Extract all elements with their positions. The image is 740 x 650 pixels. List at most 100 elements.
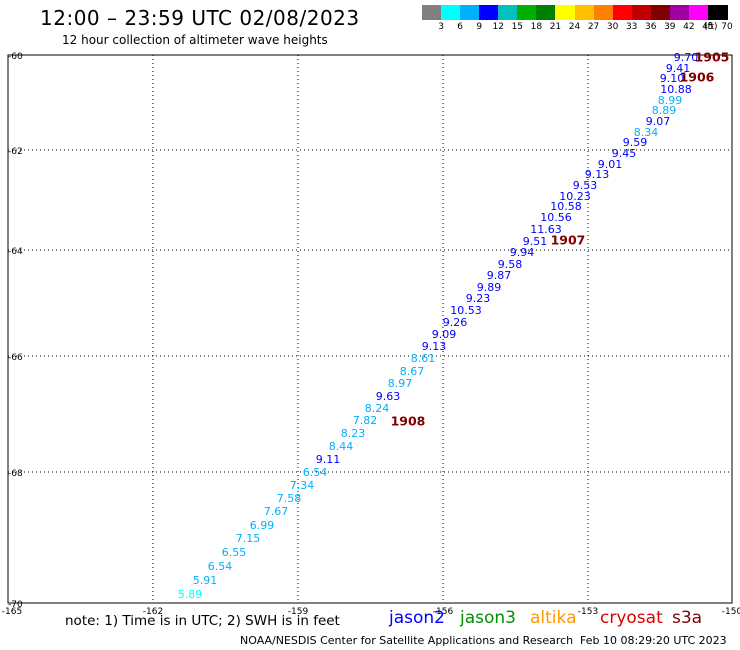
swh-reading: 6.54 <box>208 560 233 573</box>
legend-label: 15 <box>511 22 524 32</box>
swh-reading: 9.23 <box>466 292 491 305</box>
swh-reading: 7.82 <box>353 414 378 427</box>
legend-label: 21 <box>549 22 562 32</box>
swh-reading: 8.44 <box>329 440 354 453</box>
legend-swatch <box>555 5 575 20</box>
legend-label: 24 <box>568 22 581 32</box>
swh-reading: 9.51 <box>523 235 548 248</box>
swh-reading: 9.70 <box>674 51 699 64</box>
swh-reading: 9.13 <box>585 168 610 181</box>
swh-reading: 7.58 <box>277 492 302 505</box>
swh-reading: 8.89 <box>652 104 677 117</box>
lat-tick-label: -68 <box>8 469 23 479</box>
swh-reading: 5.89 <box>178 588 203 601</box>
legend-label: 30 <box>606 22 619 32</box>
legend-label: 9 <box>476 22 483 32</box>
swh-reading: 9.01 <box>598 158 623 171</box>
swh-reading: 9.89 <box>477 281 502 294</box>
swh-reading: 7.67 <box>264 505 289 518</box>
legend-swatch <box>631 5 652 20</box>
legend-swatch <box>650 5 671 20</box>
swh-reading: 8.24 <box>365 402 390 415</box>
swh-reading: 8.67 <box>400 365 425 378</box>
swh-reading: 9.11 <box>316 453 341 466</box>
legend-swatch <box>479 5 499 20</box>
legend-label: 6 <box>457 22 463 32</box>
legend-swatch <box>593 5 614 20</box>
legend-unit: (ft) <box>704 22 718 32</box>
swh-reading: 9.58 <box>498 258 523 271</box>
lon-tick-label: -150 <box>722 607 740 617</box>
legend-swatch <box>669 5 690 20</box>
swh-reading: 9.53 <box>573 179 598 192</box>
lon-tick-label: -165 <box>2 607 22 617</box>
swh-reading: 9.94 <box>510 246 535 259</box>
legend-swatch <box>441 5 461 20</box>
swh-reading: 9.59 <box>623 136 648 149</box>
satellite-name: jason3 <box>460 608 516 628</box>
time-stamp-label: 1908 <box>391 414 426 429</box>
satellite-name: s3a <box>672 608 703 628</box>
credit-line: NOAA/NESDIS Center for Satellite Applica… <box>240 634 574 647</box>
lat-tick-label: -70 <box>8 600 23 610</box>
time-stamp-label: 1907 <box>551 233 586 248</box>
legend-swatch <box>612 5 633 20</box>
legend-swatch <box>422 5 442 20</box>
legend-label: 36 <box>645 22 657 32</box>
swh-reading: 6.55 <box>222 546 247 559</box>
lat-tick-label: -66 <box>8 353 23 363</box>
legend-swatch <box>498 5 518 20</box>
swh-reading: 10.53 <box>450 304 482 317</box>
time-stamp-label: 1905 <box>695 50 730 65</box>
swh-reading: 7.15 <box>236 532 261 545</box>
footer-note: note: 1) Time is in UTC; 2) SWH is in fe… <box>65 613 340 629</box>
swh-reading: 8.97 <box>388 377 413 390</box>
lon-tick-label: -156 <box>433 607 454 617</box>
legend-label: 70 <box>721 22 733 32</box>
generation-timestamp: Feb 10 08:29:20 UTC 2023 <box>580 634 727 647</box>
lat-tick-label: -62 <box>8 147 23 157</box>
swh-reading: 9.13 <box>422 340 447 353</box>
legend-label: 27 <box>587 22 600 32</box>
swh-reading: 9.09 <box>432 328 457 341</box>
lat-tick-label: -60 <box>8 52 23 62</box>
swh-reading: 8.99 <box>658 94 683 107</box>
swh-reading: 10.88 <box>660 83 692 96</box>
swh-reading: 7.34 <box>290 479 315 492</box>
satellite-name: altika <box>530 608 577 628</box>
satellite-name: jason2 <box>389 608 445 628</box>
map-frame <box>7 54 733 604</box>
swh-reading: 9.45 <box>612 147 637 160</box>
swh-reading: 10.58 <box>550 200 582 213</box>
legend-label: 18 <box>530 22 543 32</box>
swh-reading: 9.26 <box>443 316 468 329</box>
swh-reading: 5.91 <box>193 574 218 587</box>
legend-swatch <box>460 5 480 20</box>
legend-label: 33 <box>625 22 638 32</box>
swh-reading: 8.61 <box>411 352 436 365</box>
map-title: 12:00 – 23:59 UTC 02/08/2023 <box>40 6 360 30</box>
satellite-name: cryosat <box>600 608 663 628</box>
lon-tick-label: -153 <box>578 607 598 617</box>
legend-label: 45 <box>702 22 714 32</box>
legend-label: 12 <box>492 22 504 32</box>
legend-label: 42 <box>683 22 695 32</box>
lon-tick-label: -159 <box>288 607 309 617</box>
legend-swatch <box>536 5 556 20</box>
time-stamp-label: 1906 <box>680 70 715 85</box>
swh-reading: 9.07 <box>646 115 671 128</box>
swh-reading: 8.23 <box>341 427 366 440</box>
legend-label: 39 <box>664 22 676 32</box>
swh-reading: 9.41 <box>666 62 691 75</box>
map-subtitle: 12 hour collection of altimeter wave hei… <box>62 33 328 47</box>
legend-swatch <box>574 5 595 20</box>
swh-reading: 9.63 <box>376 390 401 403</box>
legend-swatch <box>707 5 728 20</box>
swh-reading: 10.56 <box>540 211 572 224</box>
swh-reading: 10.23 <box>559 190 591 203</box>
swh-reading: 6.99 <box>250 519 275 532</box>
swh-reading: 8.34 <box>634 126 659 139</box>
legend-swatch <box>517 5 537 20</box>
color-legend: 3 6 9 12 15 18 21 24 27 30 33 36 39 42 45 70 (ft) <box>422 5 733 35</box>
